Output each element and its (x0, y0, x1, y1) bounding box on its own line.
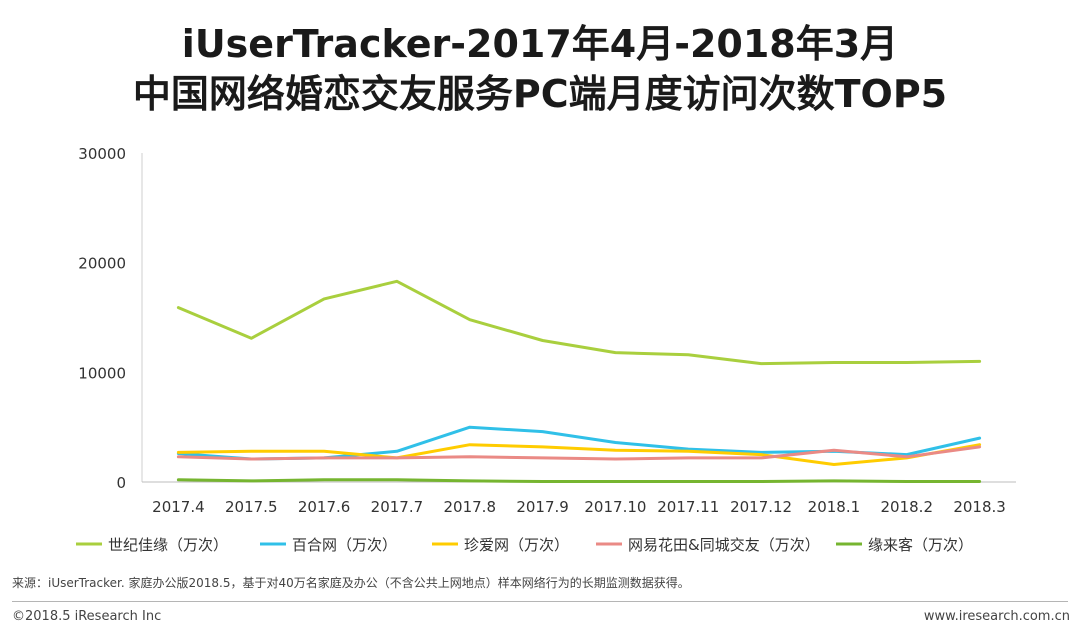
series-line-5 (176, 478, 982, 483)
y-tick-label: 20000 (78, 255, 126, 273)
x-tick-label: 2017.9 (516, 498, 569, 516)
series-lines (176, 279, 982, 483)
x-tick-labels: 2017.4 2017.5 2017.6 2017.7 2017.8 2017.9 2017… (152, 498, 1006, 516)
x-tick-label: 2018.3 (953, 498, 1006, 516)
x-tick-label: 2017.11 (657, 498, 719, 516)
chart-title-line-2: 中国网络婚恋交友服务PC端月度访问次数TOP5 (132, 72, 948, 116)
x-tick-label: 2017.7 (371, 498, 424, 516)
series-line-1 (176, 279, 982, 366)
series-line-4 (176, 445, 982, 461)
copyright: ©2018.5 iResearch Inc (12, 609, 162, 624)
x-tick-label: 2017.10 (584, 498, 646, 516)
series-line-3 (176, 443, 982, 466)
legend-label: 缘来客（万次） (868, 536, 973, 554)
legend: 世纪佳缘（万次） 百合网（万次） 珍爱网（万次） 网易花田&同城交友（万次） 缘来客（万… (76, 536, 973, 554)
x-tick-label: 2018.2 (881, 498, 934, 516)
legend-label: 百合网（万次） (292, 536, 397, 554)
y-tick-labels: 0 10000 20000 30000 (78, 145, 126, 492)
website-link[interactable]: www.iresearch.com.cn (923, 609, 1070, 624)
legend-label: 珍爱网（万次） (464, 536, 569, 554)
y-tick-label: 0 (116, 474, 126, 492)
x-tick-label: 2017.4 (152, 498, 205, 516)
y-tick-label: 30000 (78, 145, 126, 163)
x-tick-label: 2017.6 (298, 498, 351, 516)
x-tick-label: 2017.5 (225, 498, 278, 516)
y-tick-label: 10000 (78, 364, 126, 382)
x-tick-label: 2017.8 (444, 498, 497, 516)
footer-divider (12, 601, 1068, 602)
legend-label: 网易花田&同城交友（万次） (628, 536, 820, 554)
x-tick-label: 2018.1 (808, 498, 861, 516)
series-line-2 (176, 425, 982, 461)
x-tick-label: 2017.12 (730, 498, 792, 516)
chart-title-line-1: iUserTracker-2017年4月-2018年3月 (181, 22, 899, 66)
legend-label: 世纪佳缘（万次） (108, 536, 228, 554)
source-note: 来源：iUserTracker. 家庭办公版2018.5，基于对40万名家庭及办… (12, 576, 690, 590)
